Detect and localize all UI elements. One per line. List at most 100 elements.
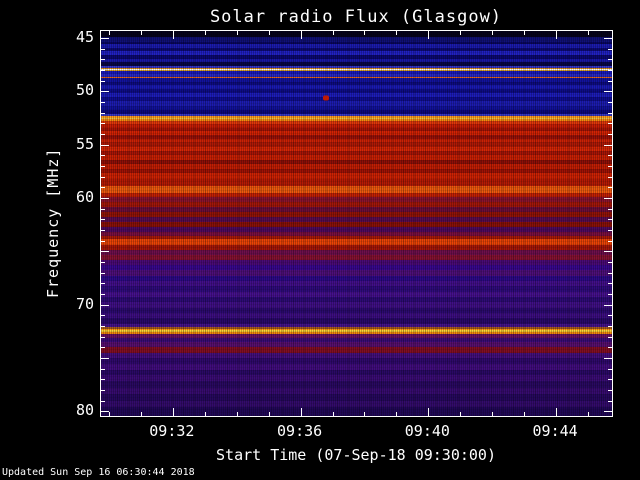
y-minor-tick	[608, 229, 612, 231]
spectrogram-band	[101, 173, 612, 179]
spectrogram-band	[101, 74, 612, 77]
y-minor-tick	[608, 80, 612, 82]
y-minor-tick	[101, 208, 105, 210]
x-minor-tick	[460, 31, 462, 35]
spectrogram-band	[101, 89, 612, 93]
x-minor-tick	[204, 31, 206, 35]
y-minor-tick	[608, 261, 612, 263]
x-major-tick	[428, 408, 430, 416]
x-minor-tick	[268, 412, 270, 416]
spectrogram-band	[101, 297, 612, 303]
y-minor-tick	[608, 48, 612, 50]
spectrogram-band	[101, 327, 612, 330]
x-minor-tick	[332, 31, 334, 35]
spectrogram-band	[101, 333, 612, 338]
y-minor-tick	[101, 80, 105, 82]
spectrogram-band	[101, 236, 612, 239]
x-minor-tick	[492, 31, 494, 35]
spectrogram-band	[101, 178, 612, 183]
spectrogram-band	[101, 375, 612, 382]
spectrogram-band	[101, 329, 612, 331]
spectrogram-band	[101, 48, 612, 52]
y-minor-tick	[101, 315, 105, 317]
point-burst-marker	[323, 95, 330, 101]
spectrogram-band	[101, 68, 612, 71]
spectrogram-band	[101, 211, 612, 217]
y-minor-tick	[608, 101, 612, 103]
spectrogram-band	[101, 363, 612, 370]
y-minor-tick	[608, 283, 612, 285]
spectrogram-band	[101, 307, 612, 314]
spectrogram-band	[101, 85, 612, 90]
spectrogram-band	[101, 337, 612, 343]
x-tick-label: 09:32	[149, 422, 195, 440]
spectrogram-band	[101, 186, 612, 193]
spectrogram-band	[101, 318, 612, 324]
spectrogram-band	[101, 71, 612, 75]
spectrogram-band	[101, 387, 612, 395]
spectrogram-band	[101, 394, 612, 401]
x-major-tick	[172, 31, 174, 39]
y-minor-tick	[101, 155, 105, 157]
x-minor-tick	[460, 412, 462, 416]
spectrogram-band	[101, 127, 612, 131]
y-major-tick	[604, 37, 612, 39]
x-tick-label: 09:36	[277, 422, 323, 440]
y-major-tick	[101, 144, 109, 146]
y-minor-tick	[608, 59, 612, 61]
spectrogram-band	[101, 232, 612, 237]
y-minor-tick	[101, 389, 105, 391]
spectrogram-band	[101, 76, 612, 79]
spectrogram-band	[101, 259, 612, 266]
spectrogram-band	[101, 302, 612, 308]
spectrogram-band	[101, 357, 612, 364]
y-minor-tick	[608, 368, 612, 370]
y-axis-title: Frequency [MHz]	[44, 147, 62, 298]
y-minor-tick	[101, 400, 105, 402]
spectrogram-band	[101, 182, 612, 187]
y-minor-tick	[608, 336, 612, 338]
spectrogram-band	[101, 97, 612, 102]
spectrogram-band	[101, 58, 612, 63]
y-major-tick	[101, 357, 109, 359]
y-major-tick	[604, 197, 612, 199]
x-minor-tick	[364, 412, 366, 416]
y-major-tick	[604, 411, 612, 413]
x-major-tick	[556, 31, 558, 39]
y-major-tick	[101, 251, 109, 253]
y-major-tick	[101, 37, 109, 39]
y-minor-tick	[608, 112, 612, 114]
x-tick-label: 09:40	[404, 422, 450, 440]
y-minor-tick	[608, 123, 612, 125]
y-minor-tick	[608, 69, 612, 71]
y-minor-tick	[101, 133, 105, 135]
spectrogram-band	[101, 117, 612, 120]
spectrogram-band	[101, 206, 612, 212]
spectrogram-band	[101, 163, 612, 169]
y-minor-tick	[101, 59, 105, 61]
spectrogram-band	[101, 65, 612, 68]
spectrogram-band	[101, 106, 612, 110]
y-minor-tick	[101, 261, 105, 263]
spectrogram-band	[101, 123, 612, 128]
spectrogram-band	[101, 31, 612, 38]
x-major-tick	[172, 408, 174, 416]
x-minor-tick	[396, 412, 398, 416]
y-minor-tick	[608, 219, 612, 221]
spectrogram-band	[101, 330, 612, 333]
x-minor-tick	[588, 412, 590, 416]
x-minor-tick	[524, 412, 526, 416]
spectrogram-band	[101, 250, 612, 255]
chart-title: Solar radio Flux (Glasgow)	[209, 7, 503, 27]
x-minor-tick	[108, 412, 110, 416]
y-minor-tick	[101, 101, 105, 103]
spectrogram-band	[101, 216, 612, 222]
x-axis-title: Start Time (07-Sep-18 09:30:00)	[216, 446, 496, 464]
spectrogram-band	[101, 44, 612, 49]
y-major-tick	[604, 251, 612, 253]
spectrogram-band	[101, 142, 612, 147]
y-minor-tick	[101, 336, 105, 338]
spectrogram-band	[101, 134, 612, 139]
y-minor-tick	[101, 283, 105, 285]
y-major-tick	[101, 304, 109, 306]
